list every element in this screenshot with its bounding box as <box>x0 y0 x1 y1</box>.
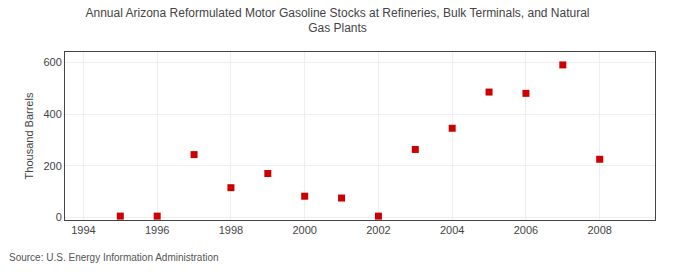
svg-text:200: 200 <box>43 160 61 172</box>
svg-text:1996: 1996 <box>145 224 169 236</box>
svg-text:2006: 2006 <box>514 224 538 236</box>
svg-text:2000: 2000 <box>292 224 316 236</box>
svg-text:400: 400 <box>43 108 61 120</box>
svg-text:1994: 1994 <box>71 224 95 236</box>
svg-text:1998: 1998 <box>219 224 243 236</box>
svg-text:0: 0 <box>56 211 62 223</box>
svg-text:2002: 2002 <box>366 224 390 236</box>
svg-text:2004: 2004 <box>440 224 464 236</box>
svg-text:2008: 2008 <box>587 224 611 236</box>
svg-text:600: 600 <box>43 56 61 68</box>
svg-text:Thousand Barrels: Thousand Barrels <box>23 92 35 179</box>
svg-text:Annual Arizona Reformulated Mo: Annual Arizona Reformulated Motor Gasoli… <box>85 6 589 36</box>
svg-text:Source: U.S. Energy Informatio: Source: U.S. Energy Information Administ… <box>9 252 219 263</box>
